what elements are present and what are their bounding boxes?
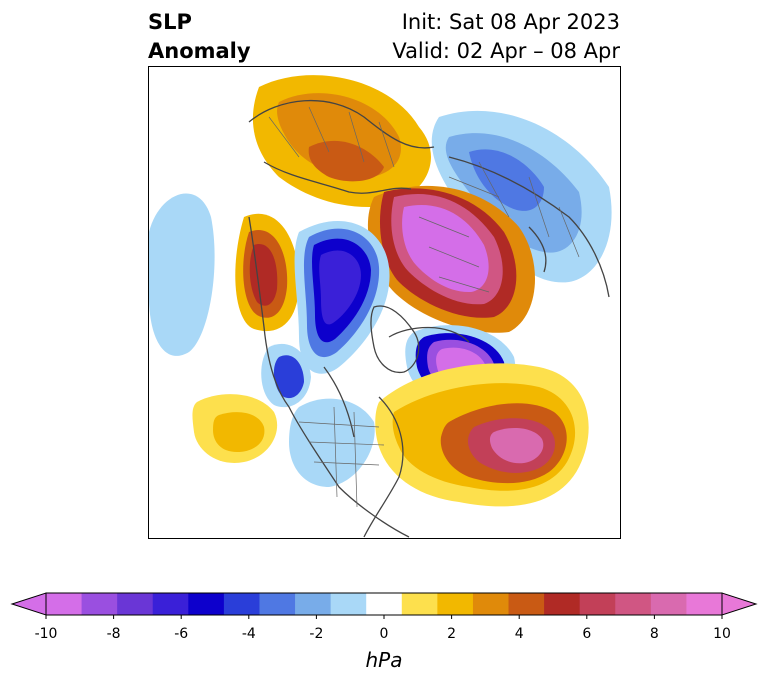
colorbar-swatch bbox=[579, 593, 616, 615]
colorbar-swatch bbox=[223, 593, 260, 615]
colorbar-swatch bbox=[472, 593, 510, 615]
colorbar-tick-label: 0 bbox=[379, 626, 389, 642]
colorbar-swatch bbox=[686, 593, 723, 615]
colorbar-swatch bbox=[508, 593, 545, 615]
colorbar-swatch bbox=[117, 593, 154, 615]
colorbar-swatch bbox=[366, 593, 403, 615]
anomaly-map bbox=[148, 66, 621, 539]
colorbar-unit: hPa bbox=[365, 648, 403, 672]
colorbar-tick-label: -4 bbox=[241, 626, 256, 642]
colorbar-tick-label: -6 bbox=[174, 626, 189, 642]
colorbar-extend-max bbox=[721, 592, 758, 616]
colorbar-swatch bbox=[330, 593, 367, 615]
colorbar-tick-label: 2 bbox=[447, 626, 457, 642]
title-line-2: Anomaly bbox=[148, 39, 251, 63]
colorbar-tick-label: 8 bbox=[649, 626, 659, 642]
colorbar-extend-min bbox=[10, 592, 47, 616]
colorbar-swatch bbox=[401, 593, 438, 615]
colorbar-tick-label: -8 bbox=[106, 626, 121, 642]
colorbar-tick-label: -10 bbox=[34, 626, 58, 642]
colorbar-tick-label: -2 bbox=[309, 626, 324, 642]
valid-range: Valid: 02 Apr – 08 Apr bbox=[392, 39, 620, 63]
map-dates: Init: Sat 08 Apr 2023 Valid: 02 Apr – 08… bbox=[392, 8, 620, 66]
colorbar-swatch bbox=[259, 593, 296, 615]
colorbar-swatch bbox=[152, 593, 189, 615]
colorbar-tick-label: 10 bbox=[713, 626, 731, 642]
colorbar bbox=[10, 592, 758, 619]
borders bbox=[268, 106, 580, 508]
colorbar-swatch bbox=[188, 593, 225, 615]
title-line-1: SLP bbox=[148, 10, 192, 34]
colorbar-swatch bbox=[437, 593, 474, 615]
colorbar-swatch bbox=[650, 593, 687, 615]
colorbar-swatch bbox=[615, 593, 652, 615]
colorbar-swatch bbox=[295, 593, 332, 615]
map-canvas bbox=[149, 75, 612, 538]
colorbar-swatch bbox=[46, 593, 83, 615]
map-title: SLP Anomaly bbox=[148, 8, 251, 66]
colorbar-swatch bbox=[544, 593, 581, 615]
anomaly-fields bbox=[149, 75, 612, 507]
init-date: Init: Sat 08 Apr 2023 bbox=[401, 10, 620, 34]
colorbar-swatch bbox=[81, 593, 118, 615]
colorbar-tick-label: 4 bbox=[514, 626, 524, 642]
colorbar-tick-label: 6 bbox=[582, 626, 592, 642]
